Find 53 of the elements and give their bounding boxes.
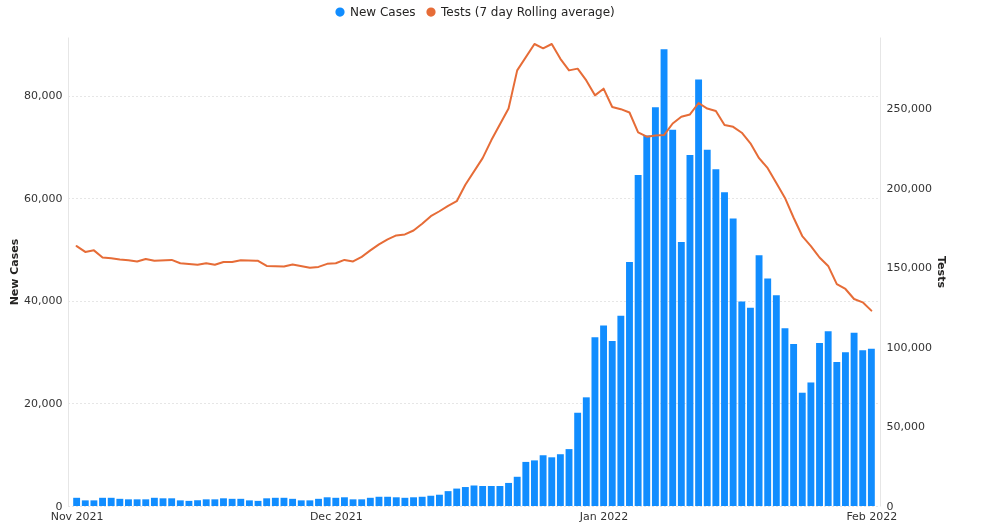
y2-tick-label: 100,000: [886, 340, 932, 354]
legend-label: New Cases: [350, 5, 416, 20]
bar: [677, 242, 685, 506]
bar: [669, 129, 677, 506]
bar: [263, 498, 271, 506]
bar: [194, 500, 202, 506]
bar: [626, 262, 633, 506]
y-tick-label: 20,000: [24, 396, 63, 410]
bar: [505, 482, 512, 506]
y2-tick-label: 50,000: [886, 420, 925, 434]
bar: [721, 192, 728, 506]
y-tick-label: 40,000: [24, 294, 63, 308]
bar: [168, 498, 176, 506]
bar: [410, 497, 417, 506]
bar: [461, 487, 469, 506]
bar: [340, 497, 348, 506]
x-tick-label: Dec 2021: [309, 509, 363, 523]
bar: [220, 498, 227, 506]
y-tick-label: 60,000: [24, 191, 63, 205]
bar: [436, 494, 443, 506]
y2-tick-label: 200,000: [886, 181, 932, 195]
bar: [746, 307, 754, 506]
bar: [600, 325, 608, 506]
bar: [150, 497, 158, 506]
bar: [816, 343, 823, 506]
bar: [479, 486, 487, 506]
bar: [384, 496, 392, 506]
legend-label: Tests (7 day Rolling average): [440, 5, 615, 20]
line-series: [75, 43, 873, 312]
bar: [790, 344, 798, 506]
y2-tick-label: 250,000: [886, 102, 932, 116]
bar: [695, 79, 703, 506]
bar: [315, 498, 322, 506]
bar: [245, 500, 253, 506]
bar: [289, 498, 297, 506]
y2-axis-title: Tests: [934, 256, 948, 289]
bar: [842, 352, 849, 506]
bar: [651, 107, 659, 506]
bar: [772, 295, 780, 506]
bar: [159, 498, 167, 506]
bar: [271, 497, 279, 506]
bar: [867, 348, 875, 506]
bar: [574, 412, 582, 506]
bar: [366, 497, 374, 506]
bar: [556, 454, 564, 506]
bar: [531, 460, 538, 506]
bar: [99, 497, 106, 506]
bar: [73, 497, 81, 506]
y-axis-title: New Cases: [8, 238, 22, 306]
x-tick-label: Jan 2022: [578, 509, 629, 523]
y2-tick-label: 150,000: [886, 261, 932, 275]
y-tick-label: 80,000: [24, 89, 63, 103]
bar: [125, 499, 132, 506]
